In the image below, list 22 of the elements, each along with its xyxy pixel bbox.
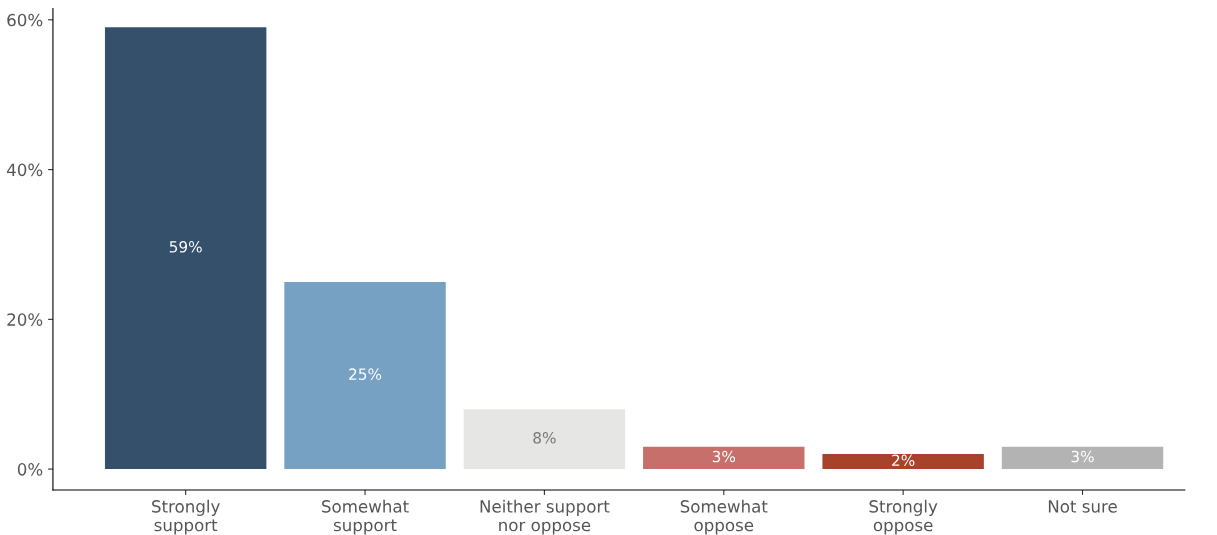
data-label: 3% xyxy=(1071,450,1094,463)
bar xyxy=(284,281,446,470)
x-tick-label: Strongly oppose xyxy=(869,499,938,535)
bar xyxy=(643,446,805,470)
y-tick-label: 60% xyxy=(7,13,43,27)
bar xyxy=(822,454,984,470)
data-label: 3% xyxy=(712,450,736,463)
data-label: 59% xyxy=(169,241,202,253)
bar xyxy=(104,27,267,470)
bar xyxy=(1001,446,1164,470)
x-tick-label: Somewhat oppose xyxy=(680,499,768,535)
data-label: 25% xyxy=(349,368,382,380)
data-label: 2% xyxy=(892,454,915,467)
y-tick-label: 40% xyxy=(6,163,43,177)
x-tick-label: Not sure xyxy=(1048,500,1117,513)
data-label: 8% xyxy=(533,432,556,444)
bar xyxy=(463,409,626,470)
y-tick-label: 20% xyxy=(7,313,43,326)
x-tick-label: Somewhat support xyxy=(322,499,409,535)
x-tick-label: Neither support nor oppose xyxy=(480,499,610,535)
x-tick-label: Strongly support xyxy=(152,499,220,535)
y-tick-label: 0% xyxy=(17,463,43,476)
